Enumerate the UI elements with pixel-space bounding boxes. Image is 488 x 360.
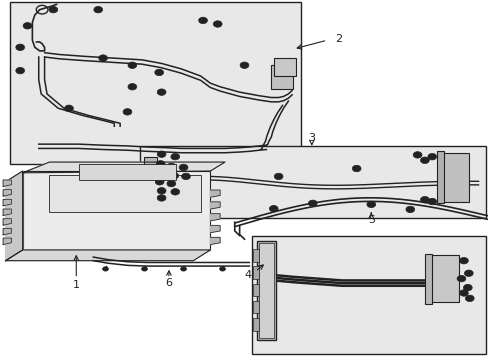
Circle shape	[157, 195, 165, 201]
Circle shape	[181, 173, 190, 180]
FancyBboxPatch shape	[271, 65, 293, 89]
Circle shape	[64, 105, 73, 112]
Circle shape	[23, 23, 32, 29]
Polygon shape	[3, 238, 11, 244]
Circle shape	[102, 267, 108, 271]
Circle shape	[169, 172, 178, 179]
Circle shape	[464, 270, 472, 276]
Circle shape	[170, 189, 179, 195]
FancyBboxPatch shape	[253, 249, 259, 262]
Circle shape	[465, 295, 473, 302]
Circle shape	[351, 165, 360, 172]
Polygon shape	[3, 228, 11, 235]
Circle shape	[459, 290, 468, 296]
Circle shape	[240, 62, 248, 68]
Circle shape	[156, 161, 164, 167]
Text: 1: 1	[73, 280, 80, 290]
Circle shape	[142, 267, 147, 271]
Polygon shape	[210, 214, 220, 221]
Text: 5: 5	[367, 215, 374, 225]
Circle shape	[128, 62, 137, 68]
Circle shape	[128, 84, 137, 90]
Circle shape	[420, 157, 428, 163]
Polygon shape	[210, 237, 220, 244]
Polygon shape	[210, 226, 220, 233]
Circle shape	[269, 206, 278, 212]
Circle shape	[412, 152, 421, 158]
Circle shape	[213, 21, 222, 27]
Circle shape	[405, 206, 414, 213]
Circle shape	[16, 67, 24, 74]
Circle shape	[456, 275, 465, 282]
Polygon shape	[3, 199, 11, 206]
Circle shape	[219, 267, 225, 271]
Circle shape	[170, 153, 179, 160]
FancyBboxPatch shape	[256, 241, 276, 339]
FancyBboxPatch shape	[253, 318, 259, 330]
Circle shape	[94, 6, 102, 13]
Text: 3: 3	[307, 133, 315, 143]
FancyBboxPatch shape	[253, 266, 259, 279]
Polygon shape	[5, 171, 22, 261]
Circle shape	[157, 89, 165, 95]
Circle shape	[166, 163, 175, 170]
Circle shape	[166, 180, 175, 187]
Circle shape	[198, 17, 207, 24]
FancyBboxPatch shape	[424, 253, 431, 304]
Polygon shape	[3, 180, 11, 186]
Circle shape	[274, 173, 283, 180]
FancyBboxPatch shape	[22, 171, 210, 250]
FancyBboxPatch shape	[79, 164, 176, 180]
Circle shape	[308, 200, 317, 207]
FancyBboxPatch shape	[140, 146, 485, 218]
FancyBboxPatch shape	[273, 58, 295, 76]
Circle shape	[179, 164, 187, 171]
Circle shape	[123, 109, 132, 115]
Circle shape	[427, 198, 436, 205]
FancyBboxPatch shape	[436, 151, 444, 203]
Circle shape	[49, 6, 58, 13]
FancyBboxPatch shape	[253, 284, 259, 296]
Polygon shape	[210, 202, 220, 209]
Polygon shape	[210, 190, 220, 197]
Text: 4: 4	[244, 270, 251, 280]
Circle shape	[427, 153, 436, 160]
FancyBboxPatch shape	[143, 157, 157, 200]
FancyBboxPatch shape	[427, 255, 458, 302]
FancyBboxPatch shape	[251, 235, 485, 354]
Circle shape	[99, 55, 107, 61]
Circle shape	[157, 188, 165, 194]
Polygon shape	[3, 219, 11, 225]
Circle shape	[16, 44, 24, 50]
Circle shape	[420, 197, 428, 203]
Text: 2: 2	[334, 35, 342, 44]
Circle shape	[157, 170, 165, 177]
Text: 6: 6	[165, 278, 172, 288]
Circle shape	[366, 201, 375, 208]
Polygon shape	[3, 209, 11, 216]
Circle shape	[155, 69, 163, 76]
FancyBboxPatch shape	[253, 301, 259, 314]
Circle shape	[180, 267, 186, 271]
Polygon shape	[5, 250, 210, 261]
FancyBboxPatch shape	[49, 175, 200, 212]
FancyBboxPatch shape	[439, 153, 468, 202]
FancyBboxPatch shape	[10, 3, 300, 164]
Polygon shape	[22, 162, 224, 173]
FancyBboxPatch shape	[259, 243, 273, 338]
Circle shape	[157, 151, 165, 157]
Circle shape	[155, 179, 163, 185]
Circle shape	[463, 284, 471, 291]
Circle shape	[459, 257, 468, 264]
Polygon shape	[3, 190, 11, 196]
